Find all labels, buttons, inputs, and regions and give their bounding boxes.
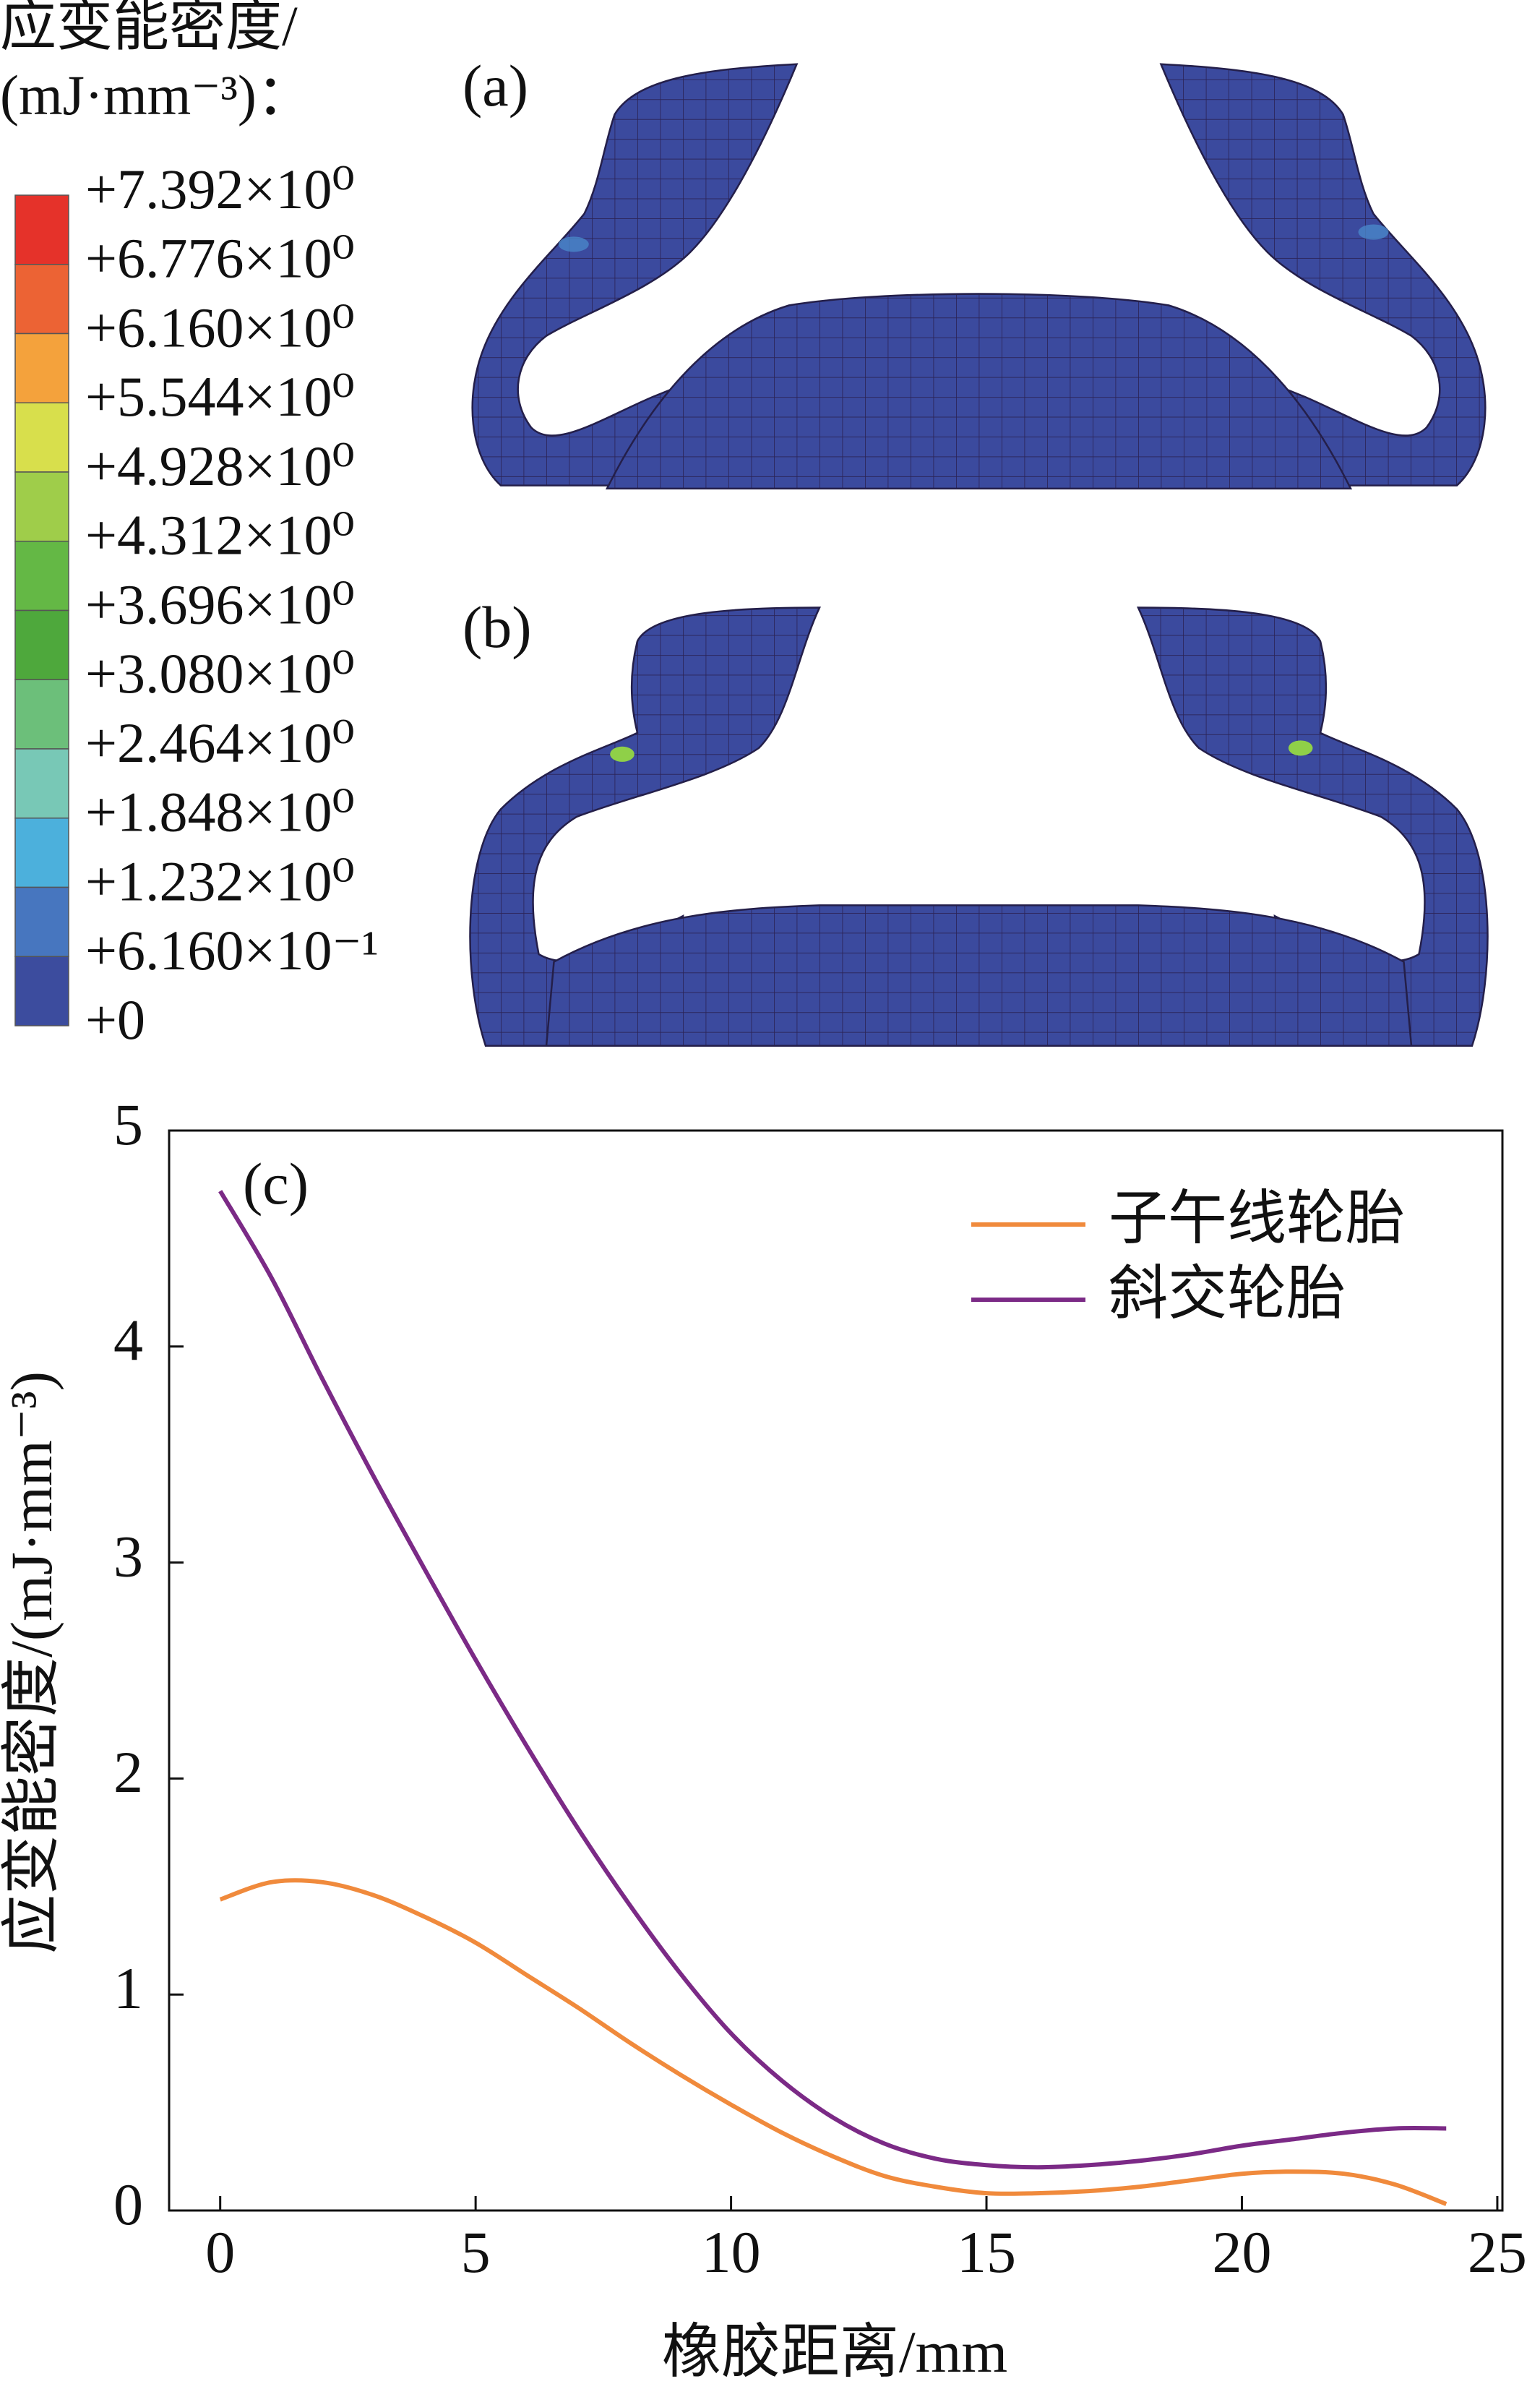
colorbar-band xyxy=(14,609,69,680)
colorbar-unit: (mJ·mm⁻³)： xyxy=(0,64,313,127)
colorbar-label: +2.464×10⁰ xyxy=(85,711,355,774)
colorbar-label: +0 xyxy=(85,988,145,1051)
fea-panel-b xyxy=(469,606,1489,1047)
colorbar-band xyxy=(14,956,69,1026)
fea-panels xyxy=(469,63,1489,1047)
y-tick-label: 1 xyxy=(113,1955,143,2021)
colorbar-label: +1.232×10⁰ xyxy=(85,849,355,912)
series-line xyxy=(218,1190,1447,2170)
colorbar-band xyxy=(14,679,69,750)
panel-label: (a) xyxy=(463,53,528,119)
colorbar-band xyxy=(14,541,69,612)
colorbar-band xyxy=(14,748,69,819)
x-tick-label: 20 xyxy=(1212,2219,1271,2285)
colorbar-band xyxy=(14,886,69,957)
colorbar-band xyxy=(14,471,69,542)
colorbar-label: +4.312×10⁰ xyxy=(85,504,355,567)
colorbar-label: +6.776×10⁰ xyxy=(85,227,355,290)
x-tick-label: 5 xyxy=(461,2219,491,2285)
colorbar-band xyxy=(14,333,69,403)
x-tick-label: 10 xyxy=(702,2219,761,2285)
colorbar-label: +3.080×10⁰ xyxy=(85,642,355,705)
colorbar-band xyxy=(14,264,69,335)
y-tick-label: 4 xyxy=(113,1308,143,1373)
x-axis-label: 橡胶距离/mm xyxy=(662,2319,1007,2385)
plot-frame xyxy=(168,1129,1504,2212)
colorbar-label: +6.160×10⁰ xyxy=(85,296,355,359)
colorbar-band xyxy=(14,402,69,473)
series-line xyxy=(219,1878,1447,2206)
colorbar-label: +4.928×10⁰ xyxy=(85,434,355,497)
colorbar-label: +1.848×10⁰ xyxy=(85,781,355,844)
colorbar-label: +6.160×10⁻¹ xyxy=(85,919,379,982)
x-tick-label: 25 xyxy=(1468,2219,1527,2285)
x-tick-label: 15 xyxy=(957,2219,1016,2285)
y-axis-label: 应变能密度/(mJ·mm⁻³) xyxy=(0,1371,64,1954)
colorbar-title: 应变能密度/ xyxy=(0,0,298,57)
colorbar-label: +3.696×10⁰ xyxy=(85,573,355,635)
y-tick-label: 0 xyxy=(113,2171,143,2237)
legend-label: 子午线轮胎 xyxy=(1109,1185,1405,1251)
legend-label: 斜交轮胎 xyxy=(1109,1261,1346,1326)
y-tick-label: 2 xyxy=(113,1739,143,1805)
x-tick-label: 0 xyxy=(205,2219,235,2285)
y-tick-label: 3 xyxy=(113,1523,143,1589)
y-tick-label: 5 xyxy=(113,1092,143,1157)
colorbar-label: +7.392×10⁰ xyxy=(85,158,355,220)
colorbar-band xyxy=(14,818,69,888)
colorbar-label: +5.544×10⁰ xyxy=(85,365,355,428)
fea-panel-a xyxy=(471,63,1487,490)
panel-label: (b) xyxy=(463,594,532,660)
colorbar-band xyxy=(14,194,69,265)
chart-title: (c) xyxy=(243,1151,309,1217)
